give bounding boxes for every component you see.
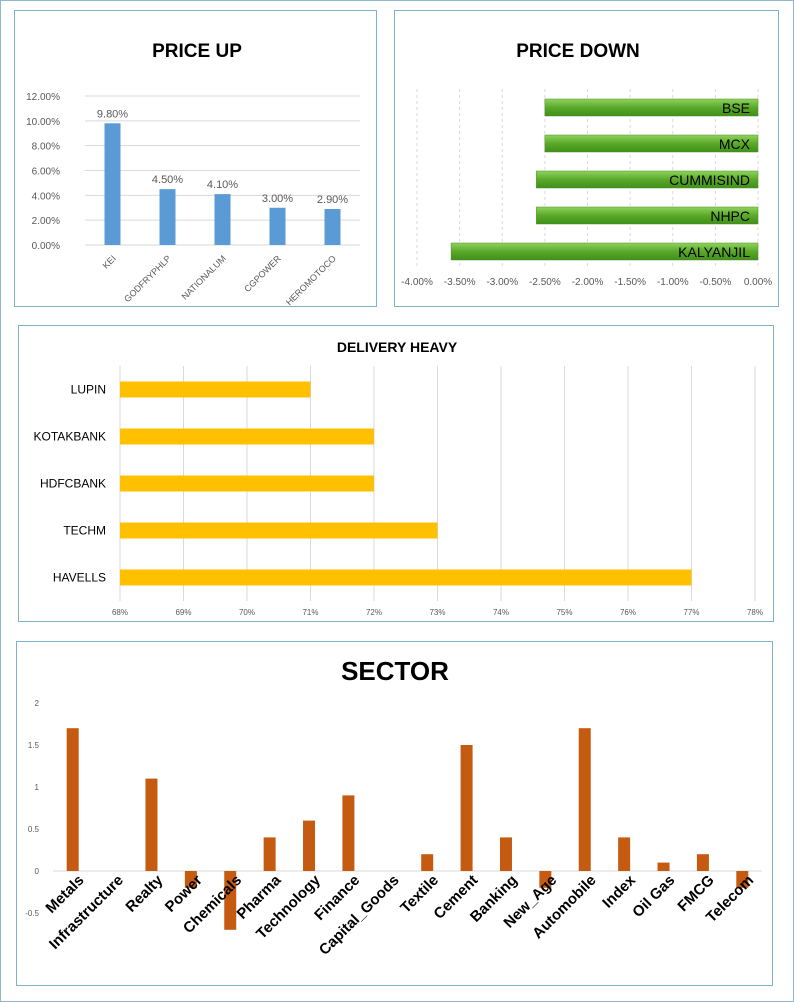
bar-techm <box>120 522 438 539</box>
bar-bse <box>544 98 759 117</box>
category-label: KOTAKBANK <box>34 430 106 444</box>
category-label: HAVELLS <box>53 571 106 585</box>
y-tick-label: 6.00% <box>32 167 60 178</box>
bar-index <box>618 837 631 871</box>
bar-lupin <box>120 381 311 398</box>
x-tick-label: 74% <box>493 608 509 617</box>
bar-nhpc <box>536 206 759 225</box>
bar-finance <box>342 795 355 871</box>
price-down-chart: PRICE DOWN -4.00% -3.50% -3.00% -2.50% -2.00%… <box>401 41 772 288</box>
price-up-panel: PRICE UP 0.00% 2.00% 4.00% 6.00% 8.00% 10.00% 1… <box>14 10 377 307</box>
x-tick-label: 70% <box>239 608 255 617</box>
bar-hdfcbank <box>120 475 374 492</box>
category-label: HDFCBANK <box>40 477 106 491</box>
y-tick-label: 2.00% <box>32 216 60 227</box>
x-tick-label: -2.50% <box>529 277 561 288</box>
x-tick-label: 69% <box>175 608 191 617</box>
bar-chemicals <box>224 871 237 930</box>
bar-banking <box>499 837 512 871</box>
chart-title: PRICE DOWN <box>516 41 640 62</box>
bar-kalyanjil <box>450 242 759 261</box>
bar-cgpower <box>269 207 286 245</box>
x-tick-label: 68% <box>112 608 128 617</box>
category-label: BSE <box>722 100 750 116</box>
sector-chart: SECTOR-0.500.511.52MetalsInfrastructureR… <box>25 656 762 959</box>
data-label: 3.00% <box>262 193 293 205</box>
sector-panel: SECTOR -0.5 0 0.5 1 1.5 2 Metals Infrastructure R… <box>16 641 773 986</box>
bar-heromotoco <box>324 208 341 245</box>
y-tick-label: 0.5 <box>28 825 40 834</box>
y-tick-label: 10.00% <box>26 117 60 128</box>
category-label: CUMMISIND <box>669 172 750 188</box>
chart-title: SECTOR <box>341 656 449 686</box>
bar-nationalum <box>214 194 231 245</box>
y-tick-label: 0 <box>35 867 40 876</box>
bar-new_age <box>539 871 552 888</box>
delivery-heavy-chart: DELIVERY HEAVY 68% 69% 70% 71% 72% 73% 74% 75% 76… <box>34 339 763 617</box>
x-tick-label: -3.50% <box>444 277 476 288</box>
x-tick-label: KEI <box>101 253 118 270</box>
x-tick-label: NATIONALUM <box>180 253 228 301</box>
chart-title: PRICE UP <box>152 41 242 62</box>
price-down-panel: PRICE DOWN -4.00% -3.50% -3.00% -2.50% -2.00%… <box>394 10 779 307</box>
y-tick-label: 8.00% <box>32 142 60 153</box>
chart-title: DELIVERY HEAVY <box>337 339 458 355</box>
x-tick-label: 0.00% <box>744 277 772 288</box>
bar-technology <box>303 820 316 871</box>
bar-power <box>184 871 197 888</box>
x-tick-label: 76% <box>620 608 636 617</box>
bar-kei <box>104 123 121 245</box>
x-tick-label: -2.00% <box>572 277 604 288</box>
category-label: TECHM <box>63 524 106 538</box>
x-tick-label: HEROMOTOCO <box>284 253 338 307</box>
bar-textile <box>421 854 434 871</box>
x-tick-label: -1.00% <box>657 277 689 288</box>
y-tick-label: 12.00% <box>26 92 60 103</box>
x-tick-label: -0.50% <box>700 277 732 288</box>
y-tick-label: 1 <box>35 783 40 792</box>
x-tick-label: -4.00% <box>401 277 433 288</box>
x-tick-label: GODFRYPHLP <box>122 253 173 304</box>
bar-realty <box>145 778 158 871</box>
category-label: LUPIN <box>71 383 106 397</box>
x-tick-label: 78% <box>747 608 763 617</box>
x-tick-label: 77% <box>683 608 699 617</box>
y-tick-label: 2 <box>35 699 40 708</box>
category-label: MCX <box>719 136 751 152</box>
y-tick-label: 0.00% <box>32 241 60 252</box>
data-label: 4.50% <box>152 174 183 186</box>
x-tick-label: 71% <box>302 608 318 617</box>
x-tick-label: Oil Gas <box>629 872 678 921</box>
category-label: NHPC <box>710 208 750 224</box>
bar-cement <box>460 745 473 871</box>
bar-pharma <box>263 837 276 871</box>
bar-havells <box>120 569 692 586</box>
x-tick-label: CGPOWER <box>242 253 283 294</box>
x-tick-label: -3.00% <box>486 277 518 288</box>
bar-kotakbank <box>120 428 374 445</box>
x-tick-label: Realty <box>122 871 166 915</box>
category-label: KALYANJIL <box>678 244 750 260</box>
bar-fmcg <box>696 854 709 871</box>
x-tick-label: 73% <box>429 608 445 617</box>
y-tick-label: 1.5 <box>28 741 40 750</box>
x-tick-label: 75% <box>556 608 572 617</box>
data-label: 4.10% <box>207 179 238 191</box>
x-tick-label: 72% <box>366 608 382 617</box>
bar-godfryphlp <box>159 189 176 245</box>
bar-mcx <box>544 134 759 153</box>
delivery-heavy-panel: DELIVERY HEAVY 68% 69% 70% 71% 72% 73% 74% 75% 76… <box>18 325 774 622</box>
bar-telecom <box>736 871 749 888</box>
bar-cummisind <box>536 170 759 189</box>
bar-metals <box>66 728 79 871</box>
y-tick-label: -0.5 <box>25 909 39 918</box>
data-label: 9.80% <box>97 108 128 120</box>
bar-automobile <box>578 728 591 871</box>
price-up-chart: PRICE UP 0.00% 2.00% 4.00% 6.00% 8.00% 10.00% 1… <box>26 41 360 307</box>
y-tick-label: 4.00% <box>32 191 60 202</box>
bar-oil gas <box>657 862 670 871</box>
data-label: 2.90% <box>317 194 348 206</box>
x-tick-label: -1.50% <box>614 277 646 288</box>
